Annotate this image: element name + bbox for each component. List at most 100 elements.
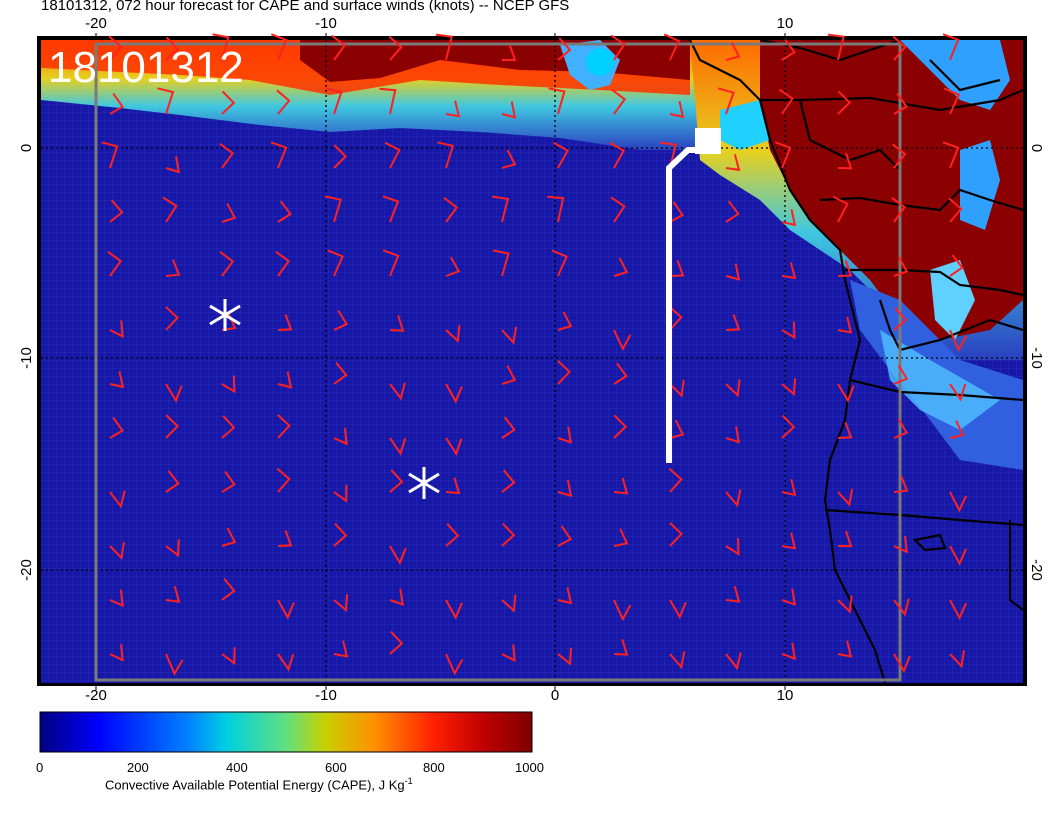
wind-barb xyxy=(659,141,678,169)
colorbar-title-superscript: -1 xyxy=(404,776,413,786)
wind-barb xyxy=(781,414,796,439)
wind-barb xyxy=(325,87,343,115)
wind-barb xyxy=(275,250,291,277)
wind-barb xyxy=(725,41,741,61)
wind-barb xyxy=(837,260,853,277)
wind-barb xyxy=(437,141,455,169)
wind-barb xyxy=(669,419,685,439)
wind-barb xyxy=(837,152,853,170)
wind-barb xyxy=(942,33,960,61)
wind-barb xyxy=(893,598,910,617)
wind-barb xyxy=(669,651,686,670)
forecast-track xyxy=(666,128,721,463)
wind-barb xyxy=(501,326,518,345)
wind-barb xyxy=(333,594,349,613)
wind-barb xyxy=(445,437,463,457)
wind-barb xyxy=(445,383,463,404)
lon-tick-label: -20 xyxy=(85,687,107,704)
track-end-square xyxy=(695,128,721,154)
wind-barb xyxy=(109,490,126,509)
wind-barb xyxy=(389,437,407,456)
lon-tick-label: 0 xyxy=(551,687,559,704)
wind-barb xyxy=(165,470,180,493)
wind-barb xyxy=(109,199,124,223)
wind-barb xyxy=(892,35,907,61)
wind-barb xyxy=(445,523,460,547)
wind-barb xyxy=(837,640,853,658)
cape-field xyxy=(41,40,1023,683)
wind-barb xyxy=(781,532,797,550)
lat-tick-label: -10 xyxy=(18,347,35,369)
wind-barb xyxy=(389,545,407,566)
wind-barbs xyxy=(101,33,968,676)
wind-barb xyxy=(109,644,124,662)
wind-barb xyxy=(557,360,571,385)
wind-barb xyxy=(109,320,124,339)
wind-barb xyxy=(613,257,629,277)
wind-barb xyxy=(277,414,291,439)
lat-tick-label-right: -20 xyxy=(1028,559,1045,581)
wind-barb xyxy=(109,417,124,439)
wind-barb xyxy=(445,599,463,620)
colorbar xyxy=(39,711,533,753)
wind-barb xyxy=(613,477,629,495)
wind-barb xyxy=(276,89,291,115)
wind-barb xyxy=(669,599,687,620)
wind-barb xyxy=(725,537,740,556)
wind-barb xyxy=(669,379,685,398)
wind-barb xyxy=(781,38,796,61)
wind-barb xyxy=(277,599,295,620)
lon-tick-label: 10 xyxy=(777,687,794,704)
wind-barb xyxy=(725,200,740,223)
wind-barb xyxy=(165,414,180,439)
wind-barb xyxy=(781,378,797,397)
lon-tick-label-top: 10 xyxy=(777,15,794,32)
wind-barb xyxy=(669,101,685,119)
wind-barb xyxy=(668,305,683,331)
wind-barb xyxy=(613,528,629,547)
wind-barb xyxy=(165,383,183,403)
wind-barb xyxy=(669,522,683,547)
wind-barb xyxy=(389,588,405,606)
wind-barb xyxy=(501,149,517,169)
wind-barb xyxy=(501,522,516,547)
colorbar-label: 400 xyxy=(226,760,248,775)
wind-barb xyxy=(949,599,968,621)
lat-tick-label-right: -10 xyxy=(1028,347,1045,369)
colorbar-title-text: Convective Available Potential Energy (C… xyxy=(105,777,405,793)
domain-box xyxy=(94,42,902,682)
wind-barb xyxy=(221,470,236,493)
wind-barb xyxy=(333,144,348,169)
wind-barb xyxy=(610,196,626,223)
lat-tick-label-right: 0 xyxy=(1028,144,1045,152)
wind-barb xyxy=(557,587,573,605)
wind-barb xyxy=(893,475,909,493)
wind-barb xyxy=(557,37,572,61)
ticks xyxy=(95,33,786,690)
wind-barb xyxy=(108,35,123,61)
wind-barb xyxy=(270,141,288,169)
wind-barb xyxy=(333,310,349,331)
wind-barb xyxy=(837,488,854,507)
wind-barb xyxy=(101,141,119,169)
wind-barb xyxy=(389,631,404,655)
wind-barb xyxy=(333,523,348,547)
wind-barb xyxy=(943,87,961,115)
wind-barb xyxy=(389,469,404,493)
wind-barb xyxy=(492,249,510,277)
wind-barb xyxy=(501,365,517,385)
wind-barb xyxy=(324,195,342,223)
wind-barb xyxy=(491,195,510,223)
wind-barb xyxy=(501,44,517,62)
wind-barb xyxy=(781,478,797,497)
wind-barb xyxy=(165,36,180,61)
map-title: 18101312, 072 hour forecast for CAPE and… xyxy=(41,0,570,14)
wind-barb xyxy=(221,647,236,666)
wind-barb xyxy=(165,585,181,603)
wind-barb xyxy=(445,324,461,343)
wind-barb xyxy=(557,426,573,444)
wind-barb xyxy=(774,141,792,169)
wind-barb xyxy=(333,427,348,446)
wind-barb xyxy=(277,200,292,223)
